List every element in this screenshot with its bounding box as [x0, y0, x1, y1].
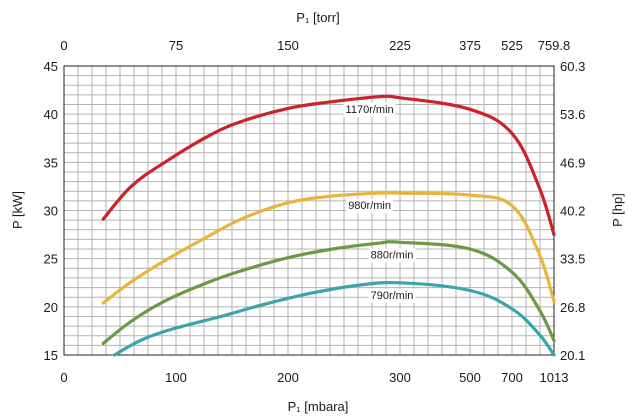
x-tick-label: 700: [501, 370, 523, 385]
x2-tick-label: 225: [389, 38, 411, 53]
x-tick-label: 100: [165, 370, 187, 385]
x2-axis-title: P₁ [torr]: [296, 10, 339, 25]
x2-tick-label: 375: [459, 38, 481, 53]
x2-tick-label: 150: [277, 38, 299, 53]
tick-labels: 0 100 200 300 500 700 1013 0 75 150 225 375 525 759.8…: [44, 38, 586, 385]
y2-tick-label: 33.5: [560, 252, 585, 267]
y-tick-label: 25: [44, 252, 58, 267]
y-tick-label: 30: [44, 204, 58, 219]
x-tick-label: 1013: [540, 370, 569, 385]
x-tick-label: 500: [459, 370, 481, 385]
series-label: 880r/min: [371, 249, 414, 261]
x-tick-label: 300: [389, 370, 411, 385]
series-label: 980r/min: [348, 200, 391, 212]
x-tick-label: 200: [277, 370, 299, 385]
series-layer: [101, 94, 556, 357]
curve-labels: 1170r/min 980r/min 880r/min 790r/min: [343, 102, 416, 303]
y-tick-label: 40: [44, 107, 58, 122]
x2-tick-label: 525: [501, 38, 523, 53]
x-axis-title: P₁ [mbara]: [288, 399, 349, 414]
series-label-background: [368, 288, 416, 303]
x-tick-label: 0: [60, 370, 67, 385]
series-line-980rmin: [101, 191, 556, 305]
x2-tick-label: 759.8: [538, 38, 571, 53]
x2-tick-label: 75: [169, 38, 183, 53]
series-label: 790r/min: [371, 290, 414, 302]
plot-frame: [63, 65, 555, 356]
y-axis-title: P [kW]: [10, 191, 25, 229]
y-tick-label: 35: [44, 155, 58, 170]
series-label-background: [368, 248, 416, 263]
series-label-background: [346, 199, 393, 214]
series-line-790rmin: [112, 280, 556, 357]
grid: [64, 66, 554, 355]
y2-tick-label: 40.2: [560, 204, 585, 219]
series-line-1170rmin: [101, 94, 556, 237]
y-tick-label: 15: [44, 348, 58, 363]
y2-tick-label: 20.1: [560, 348, 585, 363]
y2-tick-label: 46.9: [560, 155, 585, 170]
y-tick-label: 45: [44, 59, 58, 74]
series-label: 1170r/min: [346, 104, 394, 116]
y2-tick-label: 26.8: [560, 300, 585, 315]
y2-axis-title: P [hp]: [610, 193, 625, 227]
x2-tick-label: 0: [60, 38, 67, 53]
y-tick-label: 20: [44, 300, 58, 315]
y2-tick-label: 53.6: [560, 107, 585, 122]
series-line-880rmin: [101, 240, 556, 345]
y2-tick-label: 60.3: [560, 59, 585, 74]
series-label-background: [343, 102, 396, 117]
